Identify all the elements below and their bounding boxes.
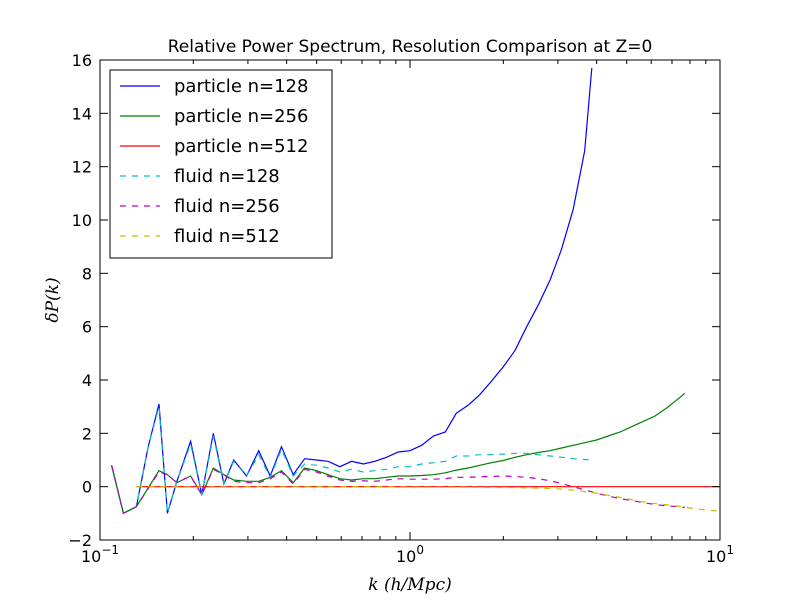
legend-label: particle n=512	[174, 136, 308, 157]
y-tick-label: 6	[82, 318, 92, 337]
legend-label: particle n=128	[174, 76, 308, 97]
x-axis-label: k (h/Mpc)	[368, 575, 451, 595]
series-line-fluid-n-256	[111, 465, 685, 515]
series-line-particle-n-128	[111, 67, 593, 515]
legend-label: fluid n=512	[174, 226, 280, 247]
series-line-fluid-n-512	[136, 486, 720, 512]
legend-label: fluid n=128	[174, 166, 280, 187]
plot-area	[111, 67, 720, 515]
chart-title: Relative Power Spectrum, Resolution Comp…	[168, 37, 653, 57]
y-tick-label: 12	[72, 158, 92, 177]
series-line-fluid-n-128	[111, 406, 592, 515]
y-tick-label: 4	[82, 371, 92, 390]
x-tick-label: 10−1	[81, 543, 119, 566]
x-tick-label: 100	[396, 543, 424, 566]
legend: particle n=128 particle n=256 particle n=5…	[109, 69, 333, 259]
y-axis-label: δP(k)	[43, 277, 63, 322]
legend-box	[109, 69, 333, 259]
y-tick-label: −2	[68, 531, 92, 550]
y-tick-label: 10	[72, 211, 92, 230]
plot-frame	[99, 59, 721, 541]
y-tick-label: 16	[72, 51, 92, 70]
axis-ticks: −2 0 2 4 6 8 10 12 14 16 10−1 100 101	[68, 51, 734, 566]
legend-label: fluid n=256	[174, 196, 280, 217]
x-tick-label: 101	[706, 543, 734, 566]
y-tick-label: 0	[82, 478, 92, 497]
y-tick-label: 8	[82, 264, 92, 283]
series-line-particle-n-256	[111, 392, 686, 515]
y-tick-label: 2	[82, 424, 92, 443]
y-tick-label: 14	[72, 104, 92, 123]
legend-label: particle n=256	[174, 106, 308, 127]
